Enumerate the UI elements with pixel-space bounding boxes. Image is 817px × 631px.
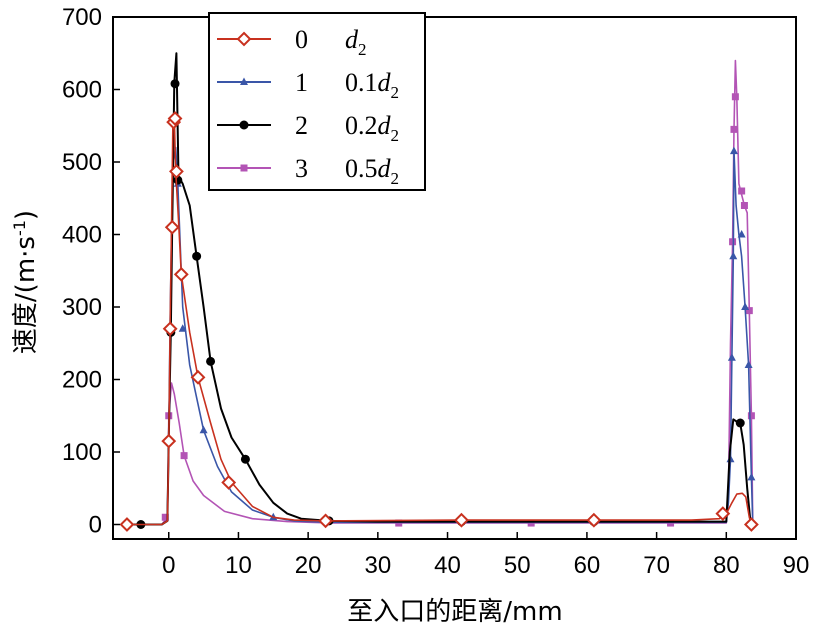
x-tick-label: 60 <box>574 552 601 579</box>
triangle-marker <box>199 425 208 434</box>
legend-d: d <box>378 111 392 140</box>
y-tick-label: 300 <box>62 294 102 321</box>
legend-label: 0.2d2 <box>345 111 399 145</box>
legend-item-2: 2 0.2d2 <box>217 111 399 145</box>
y-tick-label: 500 <box>62 149 102 176</box>
legend-d: d <box>345 25 359 54</box>
square-marker <box>730 125 738 133</box>
circle-marker <box>206 356 216 366</box>
triangle-marker <box>178 324 187 332</box>
diamond-marker <box>318 513 333 529</box>
square-marker <box>747 412 755 420</box>
legend-sub: 2 <box>391 126 400 145</box>
series-0 <box>119 111 759 532</box>
square-marker <box>738 187 746 195</box>
legend-label: 0.1d2 <box>345 68 399 102</box>
legend-d: d <box>378 68 392 97</box>
circle-marker <box>240 454 250 464</box>
legend-item-0: 0 d2 <box>217 25 367 59</box>
x-tick-label: 0 <box>162 552 175 579</box>
x-tick-label: 50 <box>504 552 531 579</box>
y-axis-title-main: 速度/(m·s <box>11 236 41 354</box>
triangle-marker <box>729 146 738 155</box>
series-1 <box>126 146 756 526</box>
square-marker <box>180 452 188 460</box>
triangle-marker <box>744 360 753 368</box>
y-tick-label: 0 <box>89 512 102 539</box>
series-layer <box>119 52 759 532</box>
x-tick-label: 90 <box>783 552 810 579</box>
legend-id: 3 <box>295 154 308 183</box>
x-tick-label: 30 <box>364 552 391 579</box>
legend-item-1: 1 0.1d2 <box>217 68 399 102</box>
triangle-marker <box>240 77 248 85</box>
x-tick-label: 80 <box>713 552 740 579</box>
x-axis-title: 至入口的距离/mm <box>347 597 562 627</box>
legend-coef: 0.2 <box>345 111 378 140</box>
circle-marker <box>192 251 202 261</box>
triangle-marker <box>747 472 756 481</box>
square-marker <box>729 238 737 246</box>
circle-marker <box>170 79 180 89</box>
diamond-marker <box>162 321 178 337</box>
diamond-marker <box>167 111 183 126</box>
square-marker <box>745 307 753 315</box>
diamond-marker <box>221 475 237 490</box>
legend-sub: 2 <box>391 169 400 188</box>
legend-coef: 0.1 <box>345 68 378 97</box>
triangle-marker <box>741 302 750 310</box>
legend-d: d <box>378 154 392 183</box>
diamond-marker <box>454 512 469 528</box>
y-axis-title-sup: -1 <box>10 220 29 236</box>
y-tick-label: 200 <box>62 367 102 394</box>
y-tick-label: 700 <box>62 4 102 31</box>
square-marker <box>731 93 739 101</box>
diamond-marker <box>236 31 252 47</box>
y-tick-label: 400 <box>62 222 102 249</box>
x-tick-label: 40 <box>434 552 461 579</box>
y-axis-title-close: ) <box>11 210 41 220</box>
legend-item-3: 3 0.5d2 <box>217 154 399 188</box>
triangle-marker <box>727 353 736 361</box>
x-tick-label: 70 <box>643 552 670 579</box>
legend-id: 1 <box>295 68 308 97</box>
plot-area: 0 10 20 30 40 50 60 70 80 90 01002003004005006007… <box>62 4 809 579</box>
legend-id: 2 <box>295 111 308 140</box>
diamond-marker <box>169 164 184 179</box>
diamond-marker <box>586 512 602 528</box>
triangle-marker <box>729 251 738 260</box>
y-tick-label: 600 <box>62 77 102 104</box>
circle-marker <box>239 120 249 130</box>
legend-id: 0 <box>295 25 308 54</box>
legend-coef: 0.5 <box>345 154 378 183</box>
diamond-marker <box>190 369 206 385</box>
diamond-marker <box>164 219 180 235</box>
y-tick-label: 100 <box>62 439 102 466</box>
series-line <box>126 146 754 526</box>
triangle-marker <box>737 230 746 238</box>
square-marker <box>740 202 748 209</box>
square-marker <box>161 513 169 521</box>
legend-label: d2 <box>345 25 367 59</box>
diamond-marker <box>715 506 731 522</box>
diamond-marker <box>119 517 135 532</box>
diamond-marker <box>161 433 177 449</box>
x-axis: 0 10 20 30 40 50 60 70 80 90 <box>162 532 809 579</box>
diamond-marker <box>743 517 759 532</box>
plot-frame <box>112 16 797 540</box>
y-axis-title: 速度/(m·s-1) <box>10 210 41 354</box>
legend-label: 0.5d2 <box>345 154 399 188</box>
x-tick-label: 20 <box>295 552 322 579</box>
circle-marker <box>735 418 745 428</box>
square-marker <box>240 164 248 172</box>
x-tick-label: 10 <box>225 552 252 579</box>
diamond-marker <box>173 266 189 282</box>
legend-sub: 2 <box>391 83 400 102</box>
y-axis: 0 100 200 300 400 500 600 700 <box>62 4 120 539</box>
legend-sub: 2 <box>358 40 367 59</box>
